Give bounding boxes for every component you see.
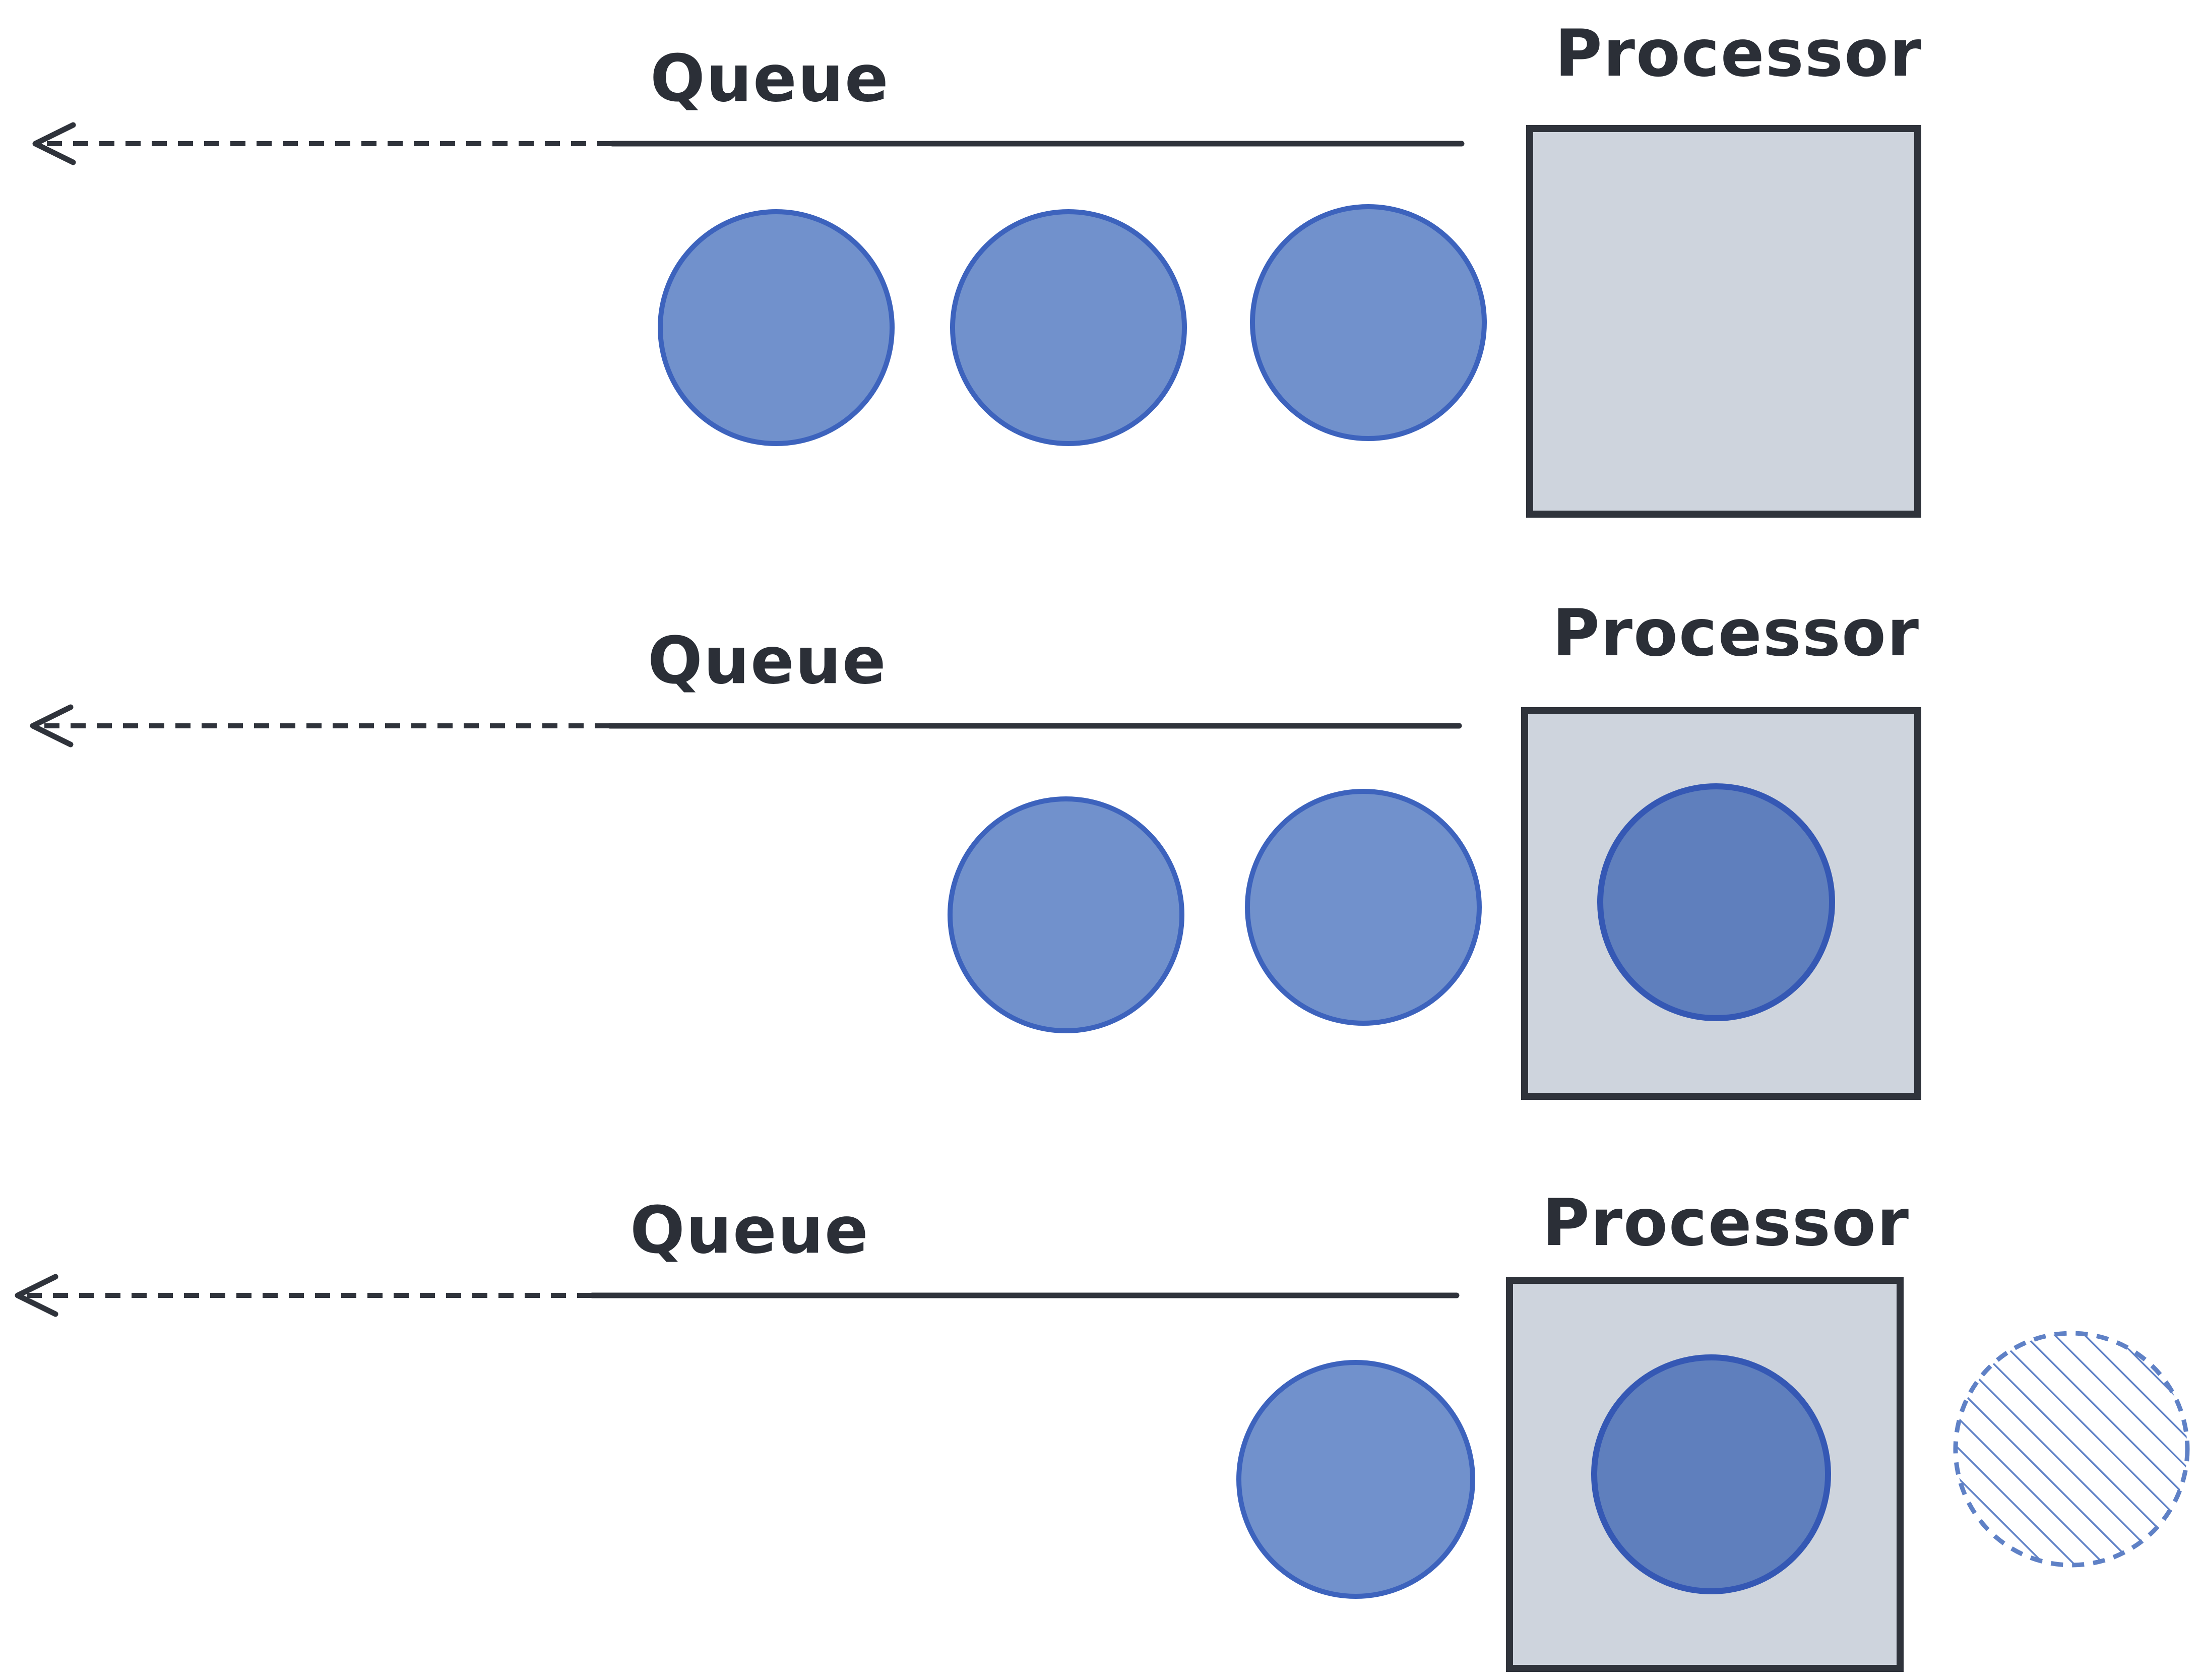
processing-item xyxy=(1591,1354,1831,1594)
queued-item xyxy=(1236,1360,1475,1599)
queued-item xyxy=(950,209,1187,446)
queue-direction-arrowhead-icon xyxy=(15,1274,58,1317)
queued-item xyxy=(1245,789,1482,1026)
processing-item xyxy=(1597,783,1835,1021)
queue-label: Queue xyxy=(648,624,887,699)
queue-direction-arrowhead-icon xyxy=(32,122,76,165)
queued-item xyxy=(658,209,895,446)
queue-label: Queue xyxy=(630,1193,869,1268)
processor-label: Processor xyxy=(1542,1186,1910,1261)
queue-direction-arrowhead-icon xyxy=(30,704,74,748)
row-3: Queue Processor xyxy=(15,1186,2190,1672)
row-2: Queue Processor xyxy=(30,596,1921,1100)
processor-label: Processor xyxy=(1555,16,1922,91)
completed-item xyxy=(1953,1331,2190,1568)
queued-item xyxy=(1250,204,1487,441)
queue-label: Queue xyxy=(650,41,890,116)
processor-label: Processor xyxy=(1552,596,1920,671)
queued-item xyxy=(948,796,1184,1033)
row-1: Queue Processor xyxy=(32,16,1922,518)
processor-box xyxy=(1526,125,1921,518)
